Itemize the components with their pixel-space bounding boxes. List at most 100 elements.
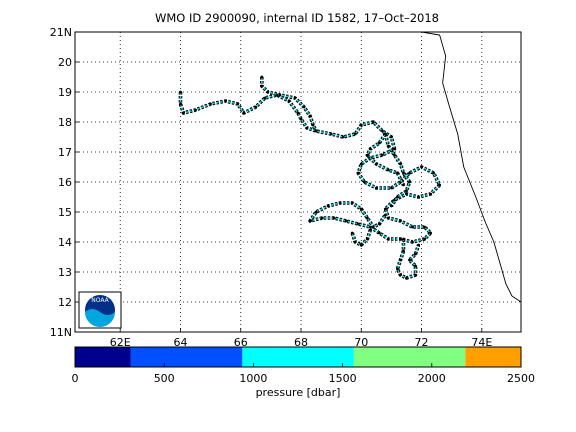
track-point-0-41 bbox=[387, 216, 390, 220]
track-point-3-0 bbox=[350, 231, 354, 235]
colorbar-label: pressure [dbar] bbox=[256, 386, 341, 399]
colorbar-ticks: 0 500 1000 1500 2000 2500 bbox=[72, 363, 535, 385]
track-point-0-34 bbox=[432, 171, 436, 175]
track-point-0-24 bbox=[380, 153, 384, 157]
colorbar-tick-label-2: 1000 bbox=[239, 372, 267, 385]
track-point-0-63 bbox=[371, 225, 375, 229]
track-point-3-2 bbox=[359, 243, 363, 247]
track-point-0-33 bbox=[420, 165, 423, 169]
track-point-4-5 bbox=[405, 276, 408, 280]
track-point-3-3 bbox=[365, 237, 369, 241]
y-tick-label-1: 12 bbox=[58, 296, 72, 309]
track-point-0-13 bbox=[299, 117, 303, 121]
colorbar-frame bbox=[74, 346, 522, 368]
y-tick-label-7: 18 bbox=[58, 116, 72, 129]
float-trajectory bbox=[178, 75, 442, 280]
y-tick-label-2: 13 bbox=[58, 266, 72, 279]
track-point-4-6 bbox=[414, 273, 417, 277]
track-point-0-5 bbox=[224, 99, 228, 103]
track-point-0-11 bbox=[287, 99, 291, 103]
track-point-0-46 bbox=[423, 237, 426, 241]
track-point-0-52 bbox=[356, 222, 360, 226]
track-point-0-6 bbox=[236, 102, 240, 106]
track-point-0-20 bbox=[371, 120, 375, 124]
track-point-0-17 bbox=[341, 135, 345, 139]
track-point-0-12 bbox=[296, 111, 300, 115]
track-point-0-18 bbox=[353, 132, 357, 136]
track-point-0-4 bbox=[209, 102, 213, 106]
track-point-0-16 bbox=[329, 132, 333, 136]
track-point-0-65 bbox=[383, 213, 387, 217]
y-axis-ticks: 11N 12 13 14 15 16 17 18 19 20 21N bbox=[50, 26, 79, 339]
track-point-1-6 bbox=[308, 114, 312, 118]
track-point-0-59 bbox=[338, 201, 342, 205]
track-point-0-32 bbox=[408, 171, 411, 175]
track-point-1-4 bbox=[293, 96, 297, 100]
track-point-0-45 bbox=[429, 231, 432, 235]
track-point-2-6 bbox=[405, 189, 408, 193]
logo-wave bbox=[85, 309, 115, 327]
track-point-2-5 bbox=[408, 180, 411, 184]
track-point-1-7 bbox=[311, 123, 315, 127]
track-point-0-56 bbox=[308, 219, 312, 223]
track-point-5-6 bbox=[396, 171, 399, 175]
track-point-0-57 bbox=[314, 210, 318, 214]
track-point-3-4 bbox=[368, 228, 372, 232]
x-tick-label-4: 70 bbox=[354, 336, 368, 349]
track-point-0-54 bbox=[332, 216, 336, 220]
track-point-5-0 bbox=[383, 132, 387, 136]
track-point-1-3 bbox=[278, 93, 282, 97]
colorbar-tick-label-3: 1500 bbox=[329, 372, 357, 385]
track-point-0-29 bbox=[374, 186, 378, 190]
logo-text: NOAA bbox=[91, 297, 109, 304]
track-markers-0 bbox=[178, 92, 442, 244]
track-point-1-8 bbox=[314, 129, 318, 133]
track-point-4-7 bbox=[414, 264, 417, 268]
colorbar-tick-label-1: 500 bbox=[154, 372, 175, 385]
track-point-0-42 bbox=[399, 219, 402, 223]
track-point-0-55 bbox=[320, 216, 324, 220]
y-tick-label-0: 11N bbox=[50, 326, 72, 339]
track-point-0-58 bbox=[326, 204, 330, 208]
track-line-5 bbox=[366, 133, 405, 186]
track-point-4-10 bbox=[417, 243, 420, 247]
track-point-5-7 bbox=[402, 183, 405, 187]
track-point-0-43 bbox=[411, 225, 414, 229]
track-point-4-9 bbox=[414, 252, 417, 256]
track-point-5-1 bbox=[377, 141, 381, 145]
colorbar-bin-2 bbox=[242, 347, 354, 367]
y-tick-label-5: 16 bbox=[58, 176, 72, 189]
track-point-0-47 bbox=[411, 240, 414, 244]
y-tick-label-6: 17 bbox=[58, 146, 72, 159]
track-point-2-2 bbox=[393, 153, 396, 157]
y-tick-label-10: 21N bbox=[50, 26, 72, 39]
colorbar-bin-1 bbox=[130, 347, 243, 367]
x-tick-label-2: 66 bbox=[234, 336, 248, 349]
track-point-1-1 bbox=[260, 84, 264, 88]
coastline bbox=[421, 31, 522, 303]
track-point-5-2 bbox=[368, 147, 372, 151]
track-point-4-4 bbox=[399, 273, 402, 277]
track-point-5-4 bbox=[374, 162, 378, 166]
coastline-path bbox=[421, 31, 522, 303]
x-tick-label-1: 64 bbox=[173, 336, 187, 349]
track-point-4-1 bbox=[402, 249, 405, 253]
colorbar-bin-4 bbox=[465, 347, 521, 367]
track-point-1-5 bbox=[302, 105, 306, 109]
track-point-4-8 bbox=[408, 258, 411, 262]
track-point-0-49 bbox=[387, 237, 390, 241]
colorbar-bin-3 bbox=[353, 347, 466, 367]
track-point-0-62 bbox=[365, 216, 369, 220]
noaa-logo: NOAA bbox=[78, 291, 122, 329]
x-axis-ticks: 62E 64 66 68 70 72 74E bbox=[110, 328, 492, 349]
x-tick-label-0: 62E bbox=[110, 336, 131, 349]
track-line-1 bbox=[261, 77, 317, 132]
track-point-0-22 bbox=[390, 135, 393, 139]
track-point-0-48 bbox=[399, 237, 402, 241]
track-point-2-4 bbox=[402, 171, 405, 175]
track-point-0-35 bbox=[438, 183, 442, 187]
track-point-0-30 bbox=[390, 186, 393, 190]
track-point-0-8 bbox=[254, 105, 258, 109]
track-markers-1 bbox=[260, 77, 318, 132]
